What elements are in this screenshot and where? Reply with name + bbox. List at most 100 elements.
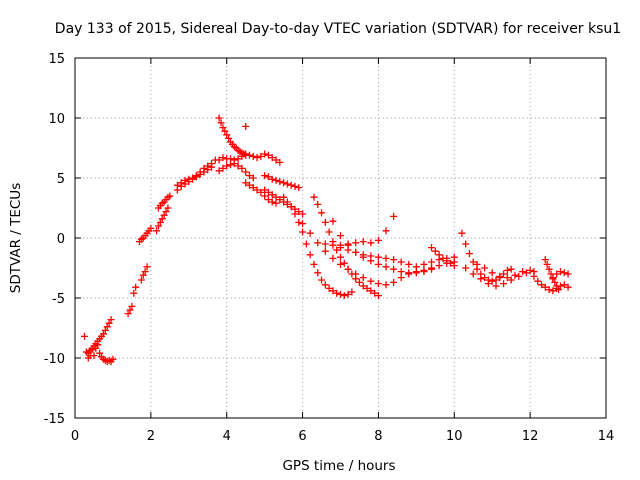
data-point [337,260,344,268]
x-tick-label: 14 [598,429,615,444]
data-point [374,280,382,288]
data-point [272,199,280,207]
data-point [333,246,341,254]
data-point [287,203,295,211]
data-point [245,151,253,159]
data-point [208,163,216,171]
series-arc-25 [462,264,538,290]
data-point [439,254,447,262]
data-point [245,181,253,189]
data-point [299,228,307,236]
data-point [223,131,231,139]
data-point [200,168,208,176]
series-arc-3 [124,283,140,318]
data-points [80,114,572,366]
data-point [344,290,352,298]
data-point [291,182,299,190]
data-point [147,224,155,232]
data-point [268,198,276,206]
data-point [177,182,185,190]
data-point [390,212,398,220]
data-point [90,352,98,360]
data-point [272,156,280,164]
data-point [340,259,348,267]
data-point [280,179,288,187]
data-point [299,210,307,218]
data-point [543,260,551,268]
data-point [321,218,329,226]
data-point [367,277,375,285]
data-point [227,161,235,169]
data-point [420,266,428,274]
data-point [507,265,515,273]
data-point [238,152,246,160]
series-arc-10 [215,114,250,158]
data-point [204,166,212,174]
data-point [302,240,310,248]
series-arc-11 [215,150,284,166]
series-arc-22 [337,244,458,271]
data-point [257,152,265,160]
data-point [348,288,356,296]
data-point [109,355,117,363]
data-point [253,186,261,194]
data-point [276,158,284,166]
data-point [503,266,511,274]
data-point [469,258,477,266]
data-point [435,251,443,259]
data-point [154,222,162,230]
data-point [295,218,303,226]
data-point [428,264,436,272]
data-point [412,263,420,271]
x-tick-label: 10 [446,429,463,444]
data-point [132,283,140,291]
data-point [560,281,568,289]
data-point [397,258,405,266]
data-point [450,262,458,270]
data-point [268,191,276,199]
data-point [545,286,553,294]
data-point [242,179,250,187]
data-point [337,253,344,261]
series-arc-7 [154,192,174,212]
data-point [221,127,229,135]
series-arc-12 [215,160,257,182]
data-point [484,280,492,288]
data-point [519,268,527,276]
series-arc-1 [80,332,117,366]
data-point [549,274,557,282]
data-point [329,217,337,225]
data-point [276,178,284,186]
data-point [337,232,344,240]
data-point [397,274,405,282]
data-point [503,274,511,282]
data-point [382,281,390,289]
data-point [469,270,477,278]
y-tick-label: -15 [44,412,65,427]
data-point [530,272,538,280]
data-point [374,260,382,268]
data-point [374,236,382,244]
data-point [215,114,223,122]
x-tick-label: 4 [223,429,231,444]
data-point [264,196,272,204]
data-point [268,175,276,183]
data-point [359,274,367,282]
data-point [541,256,549,264]
data-point [272,193,280,201]
data-point [382,227,390,235]
series-arc-23 [428,244,458,270]
data-point [173,186,181,194]
series-arc-9 [173,163,216,194]
series-arc-13 [242,122,250,130]
data-point [534,277,542,285]
data-point [488,277,496,285]
data-point [321,247,329,255]
data-point [306,229,314,237]
data-point [556,268,564,276]
data-point [374,253,382,261]
data-point [291,210,299,218]
data-point [158,215,166,223]
data-point [321,281,329,289]
